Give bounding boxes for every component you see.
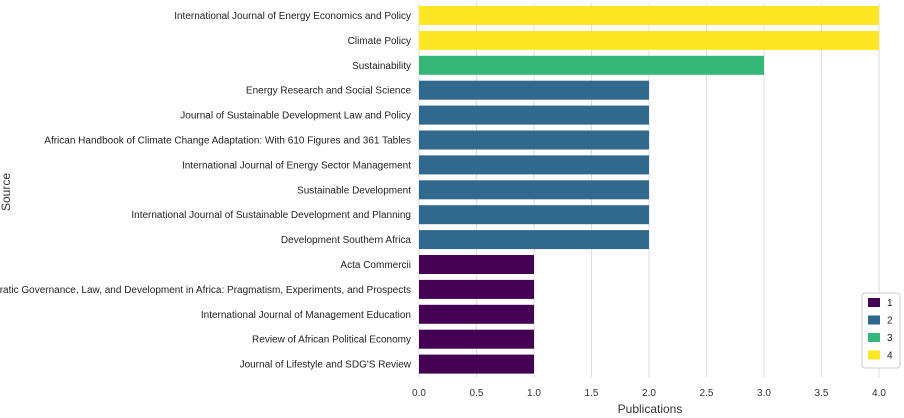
category-labels: International Journal of Energy Economic… <box>0 11 412 371</box>
x-tick-label: 1.0 <box>527 388 541 399</box>
bar <box>419 180 649 200</box>
x-tick-label: 0.5 <box>470 388 484 399</box>
legend-swatch <box>868 298 880 307</box>
bar <box>419 255 534 274</box>
category-label: International Journal of Energy Economic… <box>174 11 411 22</box>
legend-label: 4 <box>887 351 893 362</box>
bar <box>419 30 879 50</box>
category-label: Energy Research and Social Science <box>246 86 412 97</box>
category-label: Journal of Sustainable Development Law a… <box>180 111 411 122</box>
legend: 1 2 3 4 <box>861 292 901 369</box>
x-tick-labels: 0.0 0.5 1.0 1.5 2.0 2.5 3.0 3.5 4.0 <box>412 388 886 399</box>
legend-label: 3 <box>887 333 893 344</box>
category-label: Journal of Lifestyle and SDG'S Review <box>240 360 412 371</box>
category-label: Acta Commercii <box>340 260 411 271</box>
legend-label: 1 <box>887 298 893 309</box>
bar <box>419 155 649 175</box>
bar <box>419 205 649 225</box>
bar <box>419 55 764 75</box>
bar <box>419 105 649 125</box>
x-tick-label: 3.5 <box>815 388 829 399</box>
category-label: International Journal of Sustainable Dev… <box>131 210 411 221</box>
legend-label: 2 <box>887 316 893 327</box>
bar <box>419 279 534 299</box>
category-label: Sustainability <box>352 61 411 72</box>
bar <box>419 80 649 100</box>
legend-box <box>861 292 901 369</box>
category-label: International Journal of Energy Sector M… <box>182 160 411 171</box>
bar <box>419 354 534 374</box>
bar <box>419 230 649 250</box>
category-label: Sustainable Development <box>297 185 411 196</box>
category-label: Review of African Political Economy <box>252 335 411 346</box>
x-tick-label: 3.0 <box>757 388 771 399</box>
legend-swatch <box>868 333 880 342</box>
category-label: Development Southern Africa <box>281 235 412 246</box>
x-tick-label: 2.5 <box>700 388 714 399</box>
legend-swatch <box>868 350 880 360</box>
bars-group <box>419 6 879 374</box>
x-tick-label: 4.0 <box>872 388 886 399</box>
category-label: Climate Policy <box>348 36 411 47</box>
category-label: International Journal of Management Educ… <box>201 310 411 321</box>
bar <box>419 304 534 324</box>
bar <box>419 130 649 150</box>
category-label: African Handbook of Climate Change Adapt… <box>44 136 411 147</box>
x-tick-label: 1.5 <box>585 388 599 399</box>
bar <box>419 329 534 349</box>
x-tick-label: 2.0 <box>642 388 656 399</box>
legend-swatch <box>868 315 880 325</box>
x-tick-label: 0.0 <box>412 388 426 399</box>
bar <box>419 6 879 25</box>
y-axis-title: Source <box>0 173 13 211</box>
x-axis-title: Publications <box>618 402 683 416</box>
category-label: Democratic Governance, Law, and Developm… <box>0 285 411 296</box>
